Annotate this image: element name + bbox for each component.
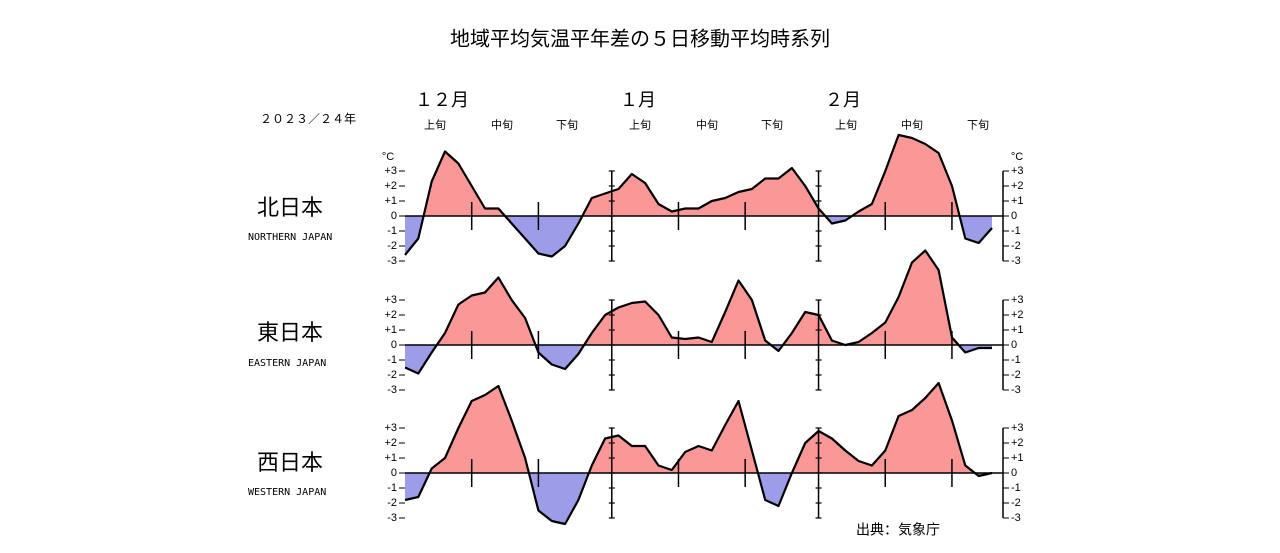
period-label: 中旬: [901, 119, 923, 132]
y-tick-label: +2: [1011, 437, 1024, 449]
chart-title: 地域平均気温平年差の５日移動平均時系列: [450, 27, 830, 50]
region-name-en: EASTERN JAPAN: [248, 358, 326, 369]
y-tick-label: +1: [1011, 324, 1024, 336]
period-label: 中旬: [696, 119, 718, 132]
positive-area: [405, 383, 992, 473]
y-tick-label: -1: [387, 225, 397, 237]
region-name-en: WESTERN JAPAN: [248, 487, 326, 498]
y-tick-label: 0: [1011, 339, 1017, 351]
period-label: 下旬: [556, 119, 578, 132]
y-tick-label: -3: [387, 384, 397, 396]
y-tick-label: +2: [1011, 180, 1024, 192]
y-tick-label: +3: [1011, 165, 1024, 177]
y-tick-label: +1: [384, 324, 397, 336]
unit-label: °C: [1011, 151, 1023, 163]
y-tick-label: -2: [1011, 240, 1021, 252]
y-tick-label: +2: [1011, 309, 1024, 321]
y-tick-label: +2: [384, 180, 397, 192]
region-name: 西日本: [257, 450, 323, 475]
negative-area: [405, 473, 992, 524]
positive-area: [405, 250, 992, 345]
year-label: ２０２３／２４年: [260, 112, 356, 126]
y-tick-label: -3: [1011, 384, 1021, 396]
period-label: 上旬: [424, 119, 446, 132]
month-label: ２月: [825, 90, 861, 110]
y-tick-label: 0: [391, 210, 397, 222]
region-name-en: NORTHERN JAPAN: [248, 232, 332, 243]
period-label: 上旬: [629, 119, 651, 132]
y-tick-label: +1: [384, 195, 397, 207]
positive-area: [405, 135, 992, 216]
y-tick-label: -1: [1011, 482, 1021, 494]
y-tick-label: -2: [387, 497, 397, 509]
period-label: 中旬: [491, 119, 513, 132]
period-label: 下旬: [967, 119, 989, 132]
y-tick-label: +1: [384, 452, 397, 464]
unit-label: °C: [382, 151, 394, 163]
y-tick-label: -1: [1011, 225, 1021, 237]
y-tick-label: 0: [391, 467, 397, 479]
source: 出典：気象庁: [856, 522, 940, 538]
y-tick-label: 0: [1011, 210, 1017, 222]
temperature-line: [404, 133, 993, 258]
y-tick-label: -2: [1011, 497, 1021, 509]
month-label: １月: [620, 90, 656, 110]
y-tick-label: +3: [1011, 422, 1024, 434]
month-label: １２月: [415, 90, 469, 110]
period-label: 下旬: [761, 119, 783, 132]
y-tick-label: -2: [1011, 369, 1021, 381]
y-tick-label: -2: [387, 240, 397, 252]
y-tick-label: +1: [1011, 195, 1024, 207]
y-tick-label: +3: [384, 165, 397, 177]
negative-area: [405, 216, 992, 257]
y-tick-label: +2: [384, 309, 397, 321]
region-name: 東日本: [257, 320, 323, 345]
negative-area: [405, 345, 992, 374]
y-tick-label: -3: [387, 255, 397, 267]
y-tick-label: +1: [1011, 452, 1024, 464]
y-tick-label: -3: [387, 512, 397, 524]
y-tick-label: 0: [391, 339, 397, 351]
y-tick-label: +2: [384, 437, 397, 449]
y-tick-label: -2: [387, 369, 397, 381]
y-tick-label: -1: [387, 354, 397, 366]
y-tick-label: 0: [1011, 467, 1017, 479]
y-tick-label: -1: [1011, 354, 1021, 366]
y-tick-label: +3: [384, 422, 397, 434]
y-tick-label: +3: [1011, 294, 1024, 306]
period-label: 上旬: [835, 119, 857, 132]
temperature-line: [404, 249, 992, 375]
y-tick-label: -3: [1011, 512, 1021, 524]
y-tick-label: +3: [384, 294, 397, 306]
region-name: 北日本: [257, 195, 323, 220]
temperature-line: [404, 381, 993, 526]
y-tick-label: -1: [387, 482, 397, 494]
y-tick-label: -3: [1011, 255, 1021, 267]
